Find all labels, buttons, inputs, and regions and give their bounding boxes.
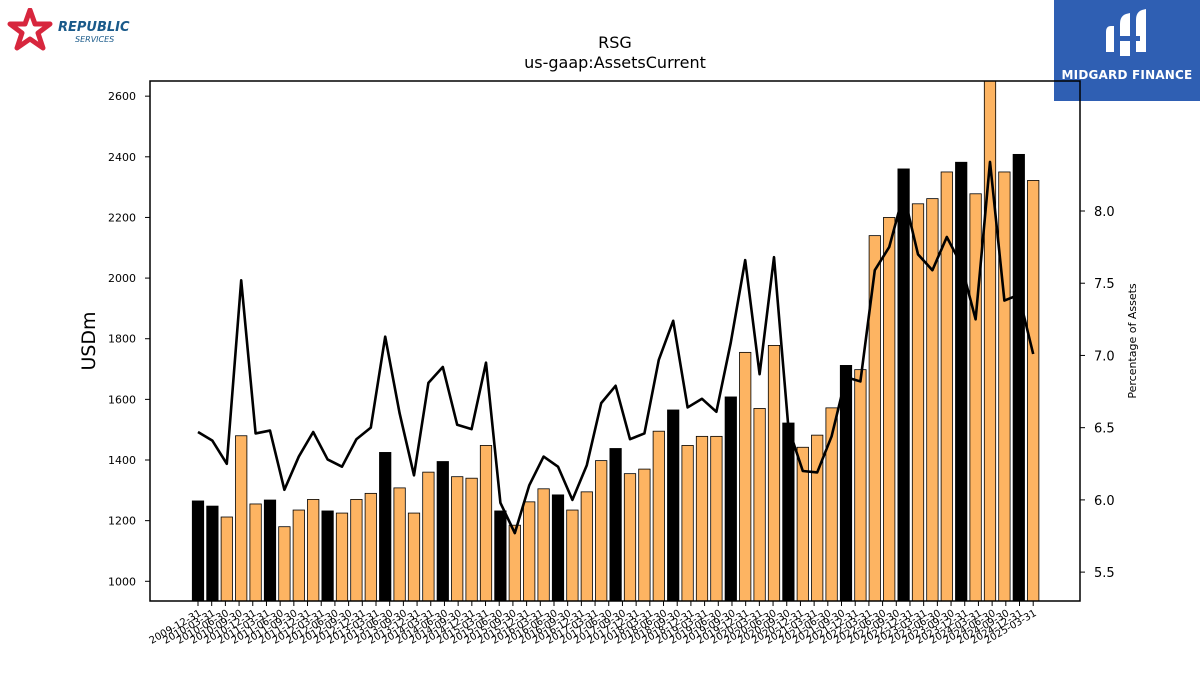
bar-quarter (868, 235, 881, 602)
x-axis: 2009-12-312010-03-312010-06-302010-09-30… (148, 601, 1039, 647)
bar-annual (955, 161, 968, 602)
republic-services-logo: REPUBLIC SERVICES (6, 7, 146, 52)
bar-quarter (292, 509, 305, 602)
bar-quarter (969, 193, 982, 602)
y-tick-label: 1000 (108, 575, 136, 588)
bar-quarter (451, 476, 464, 602)
bar-annual (782, 422, 795, 602)
bar-quarter (767, 344, 781, 602)
bar-quarter (335, 512, 349, 602)
bar-annual (839, 365, 853, 602)
y-tick-label: 1800 (108, 333, 136, 346)
bar-quarter (739, 351, 752, 602)
y-tick-label: 2400 (108, 151, 136, 164)
bar-quarter (508, 524, 521, 602)
logo-left-line1: REPUBLIC (58, 20, 130, 35)
midgard-emblem-icon (1106, 9, 1146, 56)
bar-quarter (220, 516, 233, 602)
bar-quarter (753, 408, 766, 602)
bar-annual (191, 500, 205, 602)
bar-annual (321, 510, 334, 602)
bar-annual (494, 510, 507, 602)
y-tick-label: 1600 (108, 393, 136, 406)
logo-left-line2: SERVICES (75, 35, 115, 44)
bar-quarter (249, 503, 262, 602)
bar-quarter (883, 217, 896, 602)
y2-axis-label: Percentage of Assets (1126, 283, 1139, 399)
bar-quarter (983, 80, 997, 602)
y2-tick-label: 5.5 (1094, 566, 1115, 581)
bar-annual (724, 396, 737, 602)
bar-quarter (854, 369, 867, 602)
bar-quarter (364, 492, 377, 602)
bar-annual (436, 461, 449, 602)
bar-quarter (537, 488, 550, 602)
bar-quarter (566, 509, 579, 602)
bar-quarter (595, 460, 608, 602)
bar-quarter (638, 468, 651, 602)
bar-annual (609, 448, 622, 602)
plot-frame (149, 80, 1081, 602)
y-axis-label: USDm (78, 311, 100, 370)
bar-annual (897, 168, 910, 602)
bar-quarter (350, 499, 363, 602)
bar-annual (263, 499, 277, 602)
y-tick-label: 1200 (108, 515, 136, 528)
y2-tick-label: 6.5 (1094, 422, 1115, 437)
bar-quarter (407, 512, 421, 602)
y-tick-label: 1400 (108, 454, 136, 467)
bar-quarter (1027, 180, 1040, 602)
y-tick-label: 2600 (108, 90, 136, 103)
bar-annual (379, 452, 392, 602)
bar-quarter (580, 491, 593, 602)
bar-annual (667, 409, 680, 602)
chart-title: RSG (598, 33, 632, 52)
bar-quarter (307, 499, 320, 602)
bar-group (191, 80, 1040, 602)
bar-quarter (652, 430, 665, 602)
y-tick-label: 2200 (108, 211, 136, 224)
chart-subtitle: us-gaap:AssetsCurrent (524, 53, 706, 72)
bar-annual (1012, 153, 1025, 602)
midgard-finance-logo: MIDGARD FINANCE (1054, 0, 1200, 101)
y2-tick-label: 8.0 (1094, 205, 1115, 220)
bar-quarter (523, 501, 536, 602)
y-tick-label: 2000 (108, 272, 136, 285)
bar-annual (206, 505, 219, 602)
y-axis: 1000 1200 1400 1600 1800 2000 2200 2400 2600 (108, 90, 150, 588)
y2-tick-label: 7.0 (1094, 349, 1115, 364)
bar-quarter (479, 445, 493, 602)
bar-quarter (911, 203, 925, 602)
midgard-finance-text: MIDGARD FINANCE (1061, 68, 1193, 82)
percentage-line (197, 160, 1035, 535)
y2-tick-label: 6.0 (1094, 494, 1115, 509)
bar-quarter (393, 487, 406, 602)
y2-tick-label: 7.5 (1094, 277, 1115, 292)
star-logo-icon (7, 7, 53, 51)
bar-quarter (465, 477, 478, 602)
bar-quarter (695, 435, 709, 602)
bar-annual (551, 494, 565, 602)
bar-quarter (681, 445, 694, 602)
bar-quarter (998, 171, 1011, 602)
bar-quarter (422, 471, 435, 602)
bar-quarter (710, 435, 723, 602)
bar-quarter (235, 435, 248, 602)
bar-quarter (623, 473, 637, 602)
bar-quarter (278, 526, 291, 602)
y2-axis: 5.5 6.0 6.5 7.0 7.5 8.0 (1080, 205, 1115, 581)
